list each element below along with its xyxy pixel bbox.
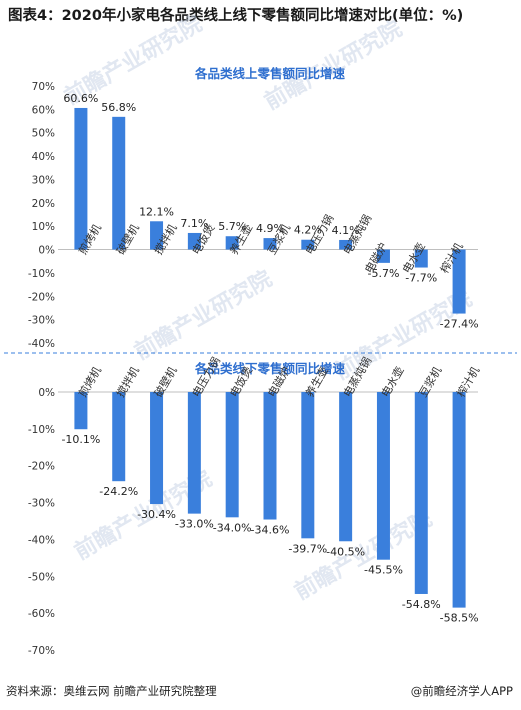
watermark-text: 前瞻产业研究院: [130, 266, 276, 366]
bar: [301, 239, 315, 250]
y-tick-label: 70%: [32, 81, 55, 93]
y-tick-label: 40%: [32, 151, 55, 163]
y-tick-label: -20%: [28, 461, 55, 473]
y-tick-label: -10%: [28, 424, 55, 436]
y-tick-label: 0%: [38, 387, 55, 399]
bar: [150, 221, 164, 250]
data-label: -24.2%: [99, 485, 138, 498]
bar: [376, 249, 390, 263]
y-tick-label: -30%: [28, 498, 55, 510]
data-label: -10.1%: [61, 433, 100, 446]
y-tick-label: 50%: [32, 128, 55, 140]
bar: [376, 392, 390, 560]
data-label: 12.1%: [139, 205, 174, 218]
bar: [414, 249, 428, 268]
data-label: 60.6%: [63, 92, 98, 105]
bar: [452, 392, 466, 608]
bar: [263, 392, 277, 520]
y-tick-label: -20%: [28, 291, 55, 303]
y-tick-label: 60%: [32, 104, 55, 116]
brand-credit: @前瞻经济学人APP: [410, 684, 513, 698]
bar: [301, 392, 315, 539]
y-tick-label: 0%: [38, 245, 55, 257]
category-label: 煎烤机: [75, 364, 104, 400]
data-label: -7.7%: [405, 272, 437, 285]
category-label: 搅拌机: [113, 364, 142, 400]
y-tick-label: -50%: [28, 571, 55, 583]
y-tick-label: 10%: [32, 221, 55, 233]
data-label: 7.1%: [180, 217, 208, 230]
data-label: -45.5%: [364, 564, 403, 577]
chart-title: 各品类线上零售额同比增速: [194, 66, 346, 81]
bar: [74, 392, 88, 430]
bar: [74, 107, 88, 250]
data-label: -30.4%: [137, 508, 176, 521]
y-tick-label: -10%: [28, 268, 55, 280]
chart-title: 各品类线下零售额同比增速: [194, 361, 346, 376]
data-label: -40.5%: [326, 545, 365, 558]
bar: [263, 238, 277, 250]
category-label: 豆浆机: [416, 364, 445, 400]
bar: [339, 239, 353, 250]
y-tick-label: 20%: [32, 198, 55, 210]
y-tick-label: -40%: [28, 338, 55, 350]
y-tick-label: -30%: [28, 315, 55, 327]
bar: [150, 392, 164, 505]
data-label: -5.7%: [367, 267, 399, 280]
bar: [112, 392, 126, 482]
data-label: 4.2%: [294, 224, 322, 237]
data-label: -34.6%: [251, 524, 290, 537]
data-label: -33.0%: [175, 518, 214, 531]
bar: [339, 392, 353, 542]
y-tick-label: -70%: [28, 645, 55, 657]
bar: [187, 392, 201, 514]
data-label: 56.8%: [101, 101, 136, 114]
bar: [225, 392, 239, 518]
bar: [187, 232, 201, 250]
data-label: -54.8%: [402, 598, 441, 611]
bar: [414, 392, 428, 594]
data-label: -39.7%: [288, 542, 327, 555]
data-label: -34.0%: [213, 521, 252, 534]
data-label: 4.9%: [256, 222, 284, 235]
bar: [452, 249, 466, 314]
bar: [225, 236, 239, 250]
category-label: 榨汁机: [454, 364, 483, 400]
y-tick-label: -60%: [28, 608, 55, 620]
data-label: -27.4%: [440, 318, 479, 331]
category-label: 电水壶: [378, 364, 407, 400]
bar: [112, 116, 126, 250]
data-label: 5.7%: [218, 220, 246, 233]
category-label: 破壁机: [151, 364, 180, 400]
source-note: 资料来源：奥维云网 前瞻产业研究院整理: [6, 684, 217, 698]
y-tick-label: 30%: [32, 174, 55, 186]
data-label: 4.1%: [332, 224, 360, 237]
page-title: 图表4：2020年小家电各品类线上线下零售额同比增速对比(单位：%): [8, 8, 464, 24]
data-label: -58.5%: [440, 612, 479, 625]
y-tick-label: -40%: [28, 534, 55, 546]
